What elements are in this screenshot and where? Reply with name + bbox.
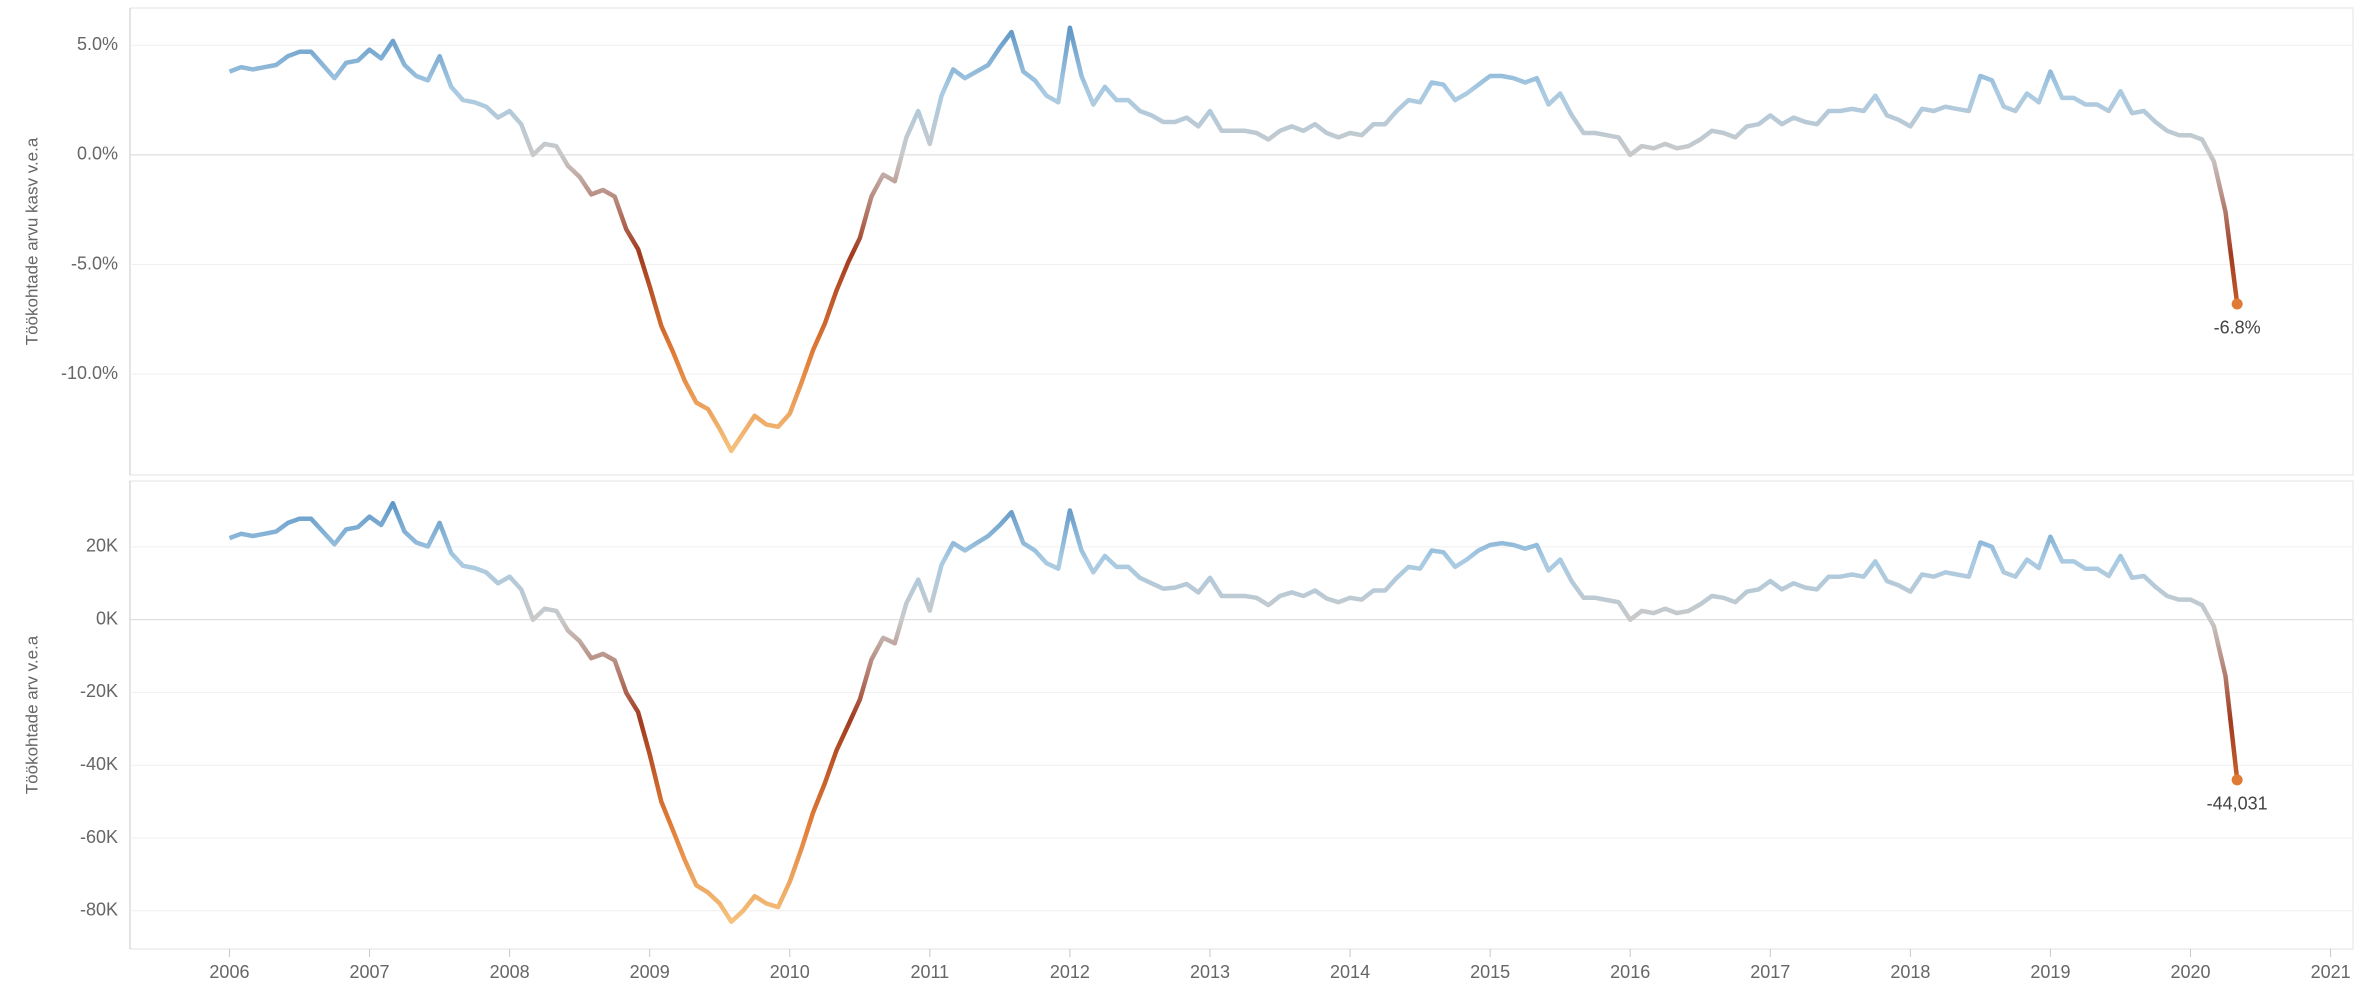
data-line	[228, 500, 2240, 924]
y-axis-title: Töökohtade arvu kasv v.e.a	[22, 137, 41, 345]
pane	[129, 480, 2354, 950]
x-tick-label: 2021	[2311, 962, 2351, 982]
x-tick-label: 2015	[1470, 962, 1510, 982]
y-tick-label: -5.0%	[71, 253, 118, 273]
x-tick-label: 2016	[1610, 962, 1650, 982]
y-tick-label: 20K	[86, 536, 118, 556]
x-tick-label: 2007	[350, 962, 390, 982]
y-tick-label: -60K	[80, 827, 118, 847]
x-tick-label: 2014	[1330, 962, 1370, 982]
x-tick-label: 2012	[1050, 962, 1090, 982]
x-tick-label: 2009	[630, 962, 670, 982]
x-tick-label: 2013	[1190, 962, 1230, 982]
y-axis-title: Töökohtade arv v.e.a	[22, 635, 41, 794]
end-point	[2231, 774, 2243, 786]
x-tick-label: 2006	[209, 962, 249, 982]
end-label: -6.8%	[2214, 318, 2261, 338]
x-tick-label: 2019	[2030, 962, 2070, 982]
y-tick-label: 0.0%	[77, 144, 118, 164]
y-tick-label: -80K	[80, 900, 118, 920]
x-tick-label: 2018	[1890, 962, 1930, 982]
end-label: -44,031	[2207, 794, 2268, 814]
x-tick-label: 2017	[1750, 962, 1790, 982]
y-tick-label: 5.0%	[77, 34, 118, 54]
x-tick-label: 2008	[490, 962, 530, 982]
pane	[129, 7, 2354, 476]
x-tick-label: 2010	[770, 962, 810, 982]
y-tick-label: 0K	[96, 608, 118, 628]
x-tick-label: 2011	[910, 962, 949, 982]
y-tick-label: -10.0%	[61, 363, 118, 383]
y-tick-label: -20K	[80, 681, 118, 701]
end-point	[2231, 298, 2243, 310]
y-tick-label: -40K	[80, 754, 118, 774]
x-tick-label: 2020	[2170, 962, 2210, 982]
data-line	[228, 25, 2240, 454]
